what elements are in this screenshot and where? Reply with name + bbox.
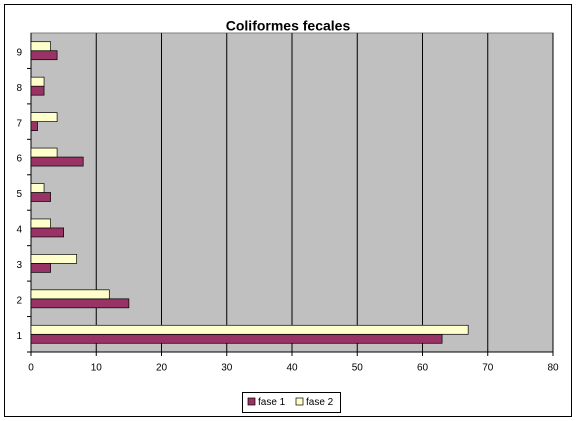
x-tick-label: 30 (221, 363, 233, 374)
y-tick-label: 1 (16, 331, 22, 342)
y-tick-label: 4 (16, 225, 22, 236)
x-tick-label: 20 (156, 363, 168, 374)
x-tick-label: 10 (91, 363, 103, 374)
legend-box (242, 392, 341, 413)
bar (30, 263, 51, 273)
y-tick-label: 3 (16, 260, 22, 271)
x-tick-label: 0 (28, 363, 34, 374)
bar (30, 121, 38, 131)
legend-label: fase 1 (258, 397, 286, 408)
legend-swatch (295, 397, 304, 406)
bar (30, 76, 45, 87)
legend-swatch (247, 397, 256, 406)
y-tick-label: 8 (16, 83, 22, 94)
bar (30, 50, 58, 61)
bar (30, 218, 51, 229)
x-tick-label: 70 (482, 363, 494, 374)
y-tick-label: 2 (16, 295, 22, 306)
bar (30, 85, 45, 96)
bar (30, 227, 64, 238)
y-tick-label: 7 (16, 118, 22, 129)
y-tick-label: 9 (16, 47, 22, 58)
chart-title: Coliformes fecales (226, 18, 351, 34)
bar (30, 41, 51, 52)
bar (30, 298, 130, 309)
bar (30, 324, 469, 335)
x-tick-label: 80 (547, 363, 559, 374)
y-tick-label: 6 (16, 154, 22, 165)
x-tick-label: 40 (286, 363, 298, 374)
bar (30, 112, 58, 122)
bar (30, 254, 78, 264)
bar (30, 333, 443, 344)
legend-label: fase 2 (306, 397, 334, 408)
bar (30, 147, 58, 158)
bar (30, 156, 84, 167)
x-tick-label: 60 (417, 363, 429, 374)
bar (30, 289, 110, 300)
y-tick-label: 5 (16, 189, 22, 200)
bar (30, 192, 51, 202)
bar (30, 183, 45, 193)
x-tick-label: 50 (352, 363, 364, 374)
